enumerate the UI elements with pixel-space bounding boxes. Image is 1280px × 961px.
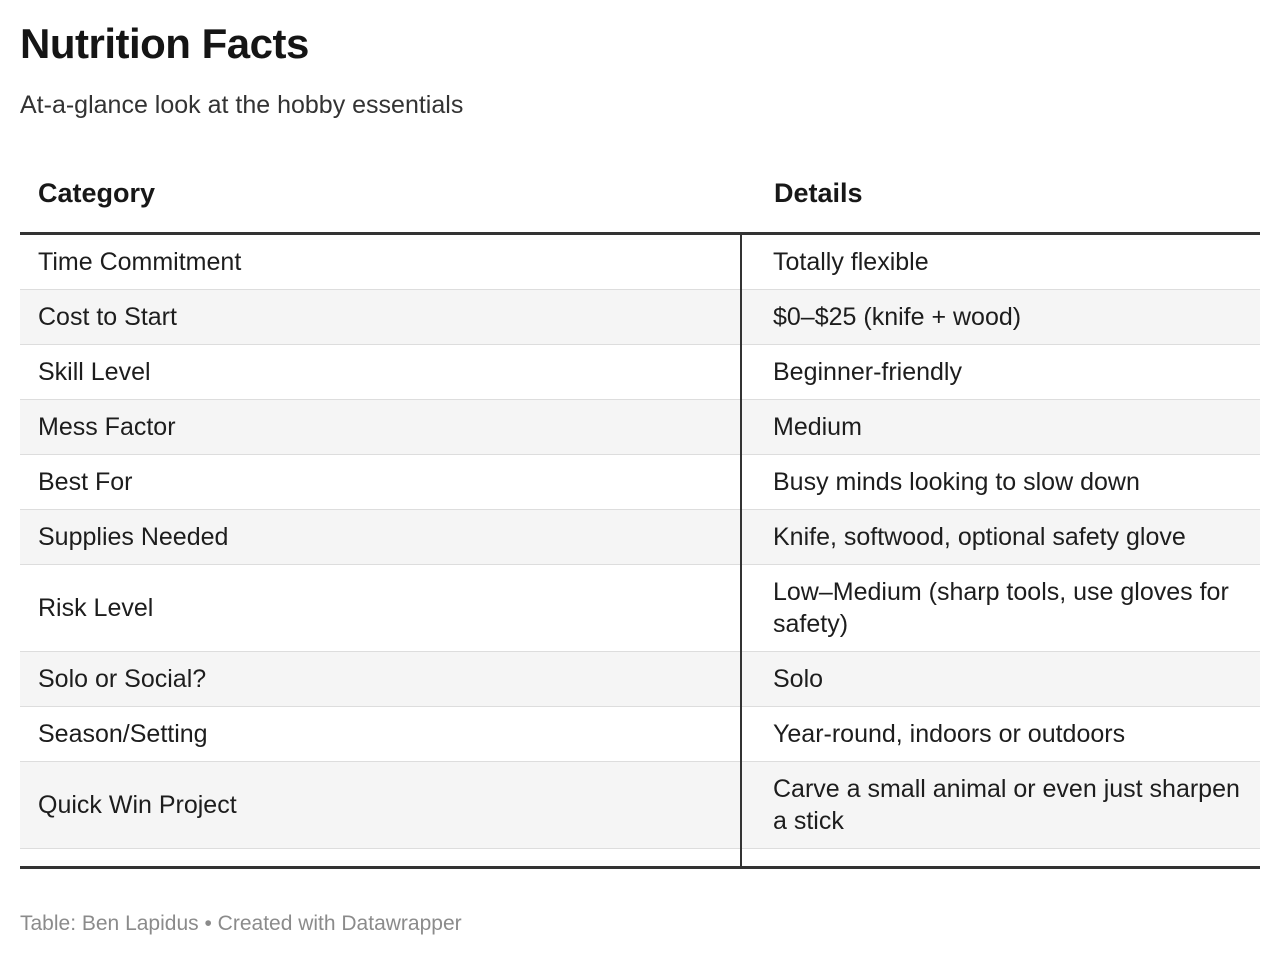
facts-table: Category Details Time Commitment Totally… bbox=[20, 121, 1260, 869]
details-cell: Totally flexible bbox=[740, 233, 1260, 290]
table-header: Category Details bbox=[20, 121, 1260, 235]
category-cell: Cost to Start bbox=[20, 289, 741, 345]
category-cell: Mess Factor bbox=[20, 399, 741, 455]
attribution-separator: • bbox=[198, 912, 218, 935]
table-row: Skill Level Beginner-friendly bbox=[20, 344, 1260, 400]
category-cell: Supplies Needed bbox=[20, 509, 741, 565]
table-footer-spacer bbox=[20, 848, 1260, 868]
category-cell: Season/Setting bbox=[20, 706, 741, 762]
category-cell: Time Commitment bbox=[38, 248, 242, 276]
details-cell: $0–$25 (knife + wood) bbox=[740, 289, 1260, 345]
table-row: Cost to Start $0–$25 (knife + wood) bbox=[20, 289, 1260, 345]
category-cell: Skill Level bbox=[20, 344, 741, 400]
category-cell: Solo or Social? bbox=[20, 651, 741, 707]
table-row: Time Commitment Totally flexible bbox=[20, 233, 1260, 290]
table-row: Best For Busy minds looking to slow down bbox=[20, 454, 1260, 510]
category-cell: Quick Win Project bbox=[20, 761, 741, 849]
column-header-category: Category bbox=[20, 121, 741, 235]
details-cell: Year-round, indoors or outdoors bbox=[740, 706, 1260, 762]
details-cell: Medium bbox=[740, 399, 1260, 455]
details-cell: Busy minds looking to slow down bbox=[740, 454, 1260, 510]
table-row: Risk Level Low–Medium (sharp tools, use … bbox=[20, 564, 1260, 652]
table-body: Time Commitment Totally flexible Cost to… bbox=[20, 233, 1260, 849]
page-subtitle: At-a-glance look at the hobby essentials bbox=[20, 91, 464, 119]
details-cell: Knife, softwood, optional safety glove bbox=[740, 509, 1260, 565]
table-row: Mess Factor Medium bbox=[20, 399, 1260, 455]
attribution-footer: Table: Ben Lapidus • Created with Datawr… bbox=[20, 911, 1260, 961]
spacer-cell bbox=[740, 848, 1260, 868]
table-row: Solo or Social? Solo bbox=[20, 651, 1260, 707]
table-row: Quick Win Project Carve a small animal o… bbox=[20, 761, 1260, 849]
category-cell: Best For bbox=[20, 454, 741, 510]
spacer-cell bbox=[20, 848, 741, 868]
attribution-text: Table: Ben Lapidus bbox=[20, 912, 199, 935]
category-cell: Risk Level bbox=[20, 564, 741, 652]
page-title: Nutrition Facts bbox=[20, 20, 309, 67]
details-cell: Solo bbox=[740, 651, 1260, 707]
datawrapper-credit-link[interactable]: Created with Datawrapper bbox=[217, 912, 462, 935]
spacer-row bbox=[20, 848, 1260, 868]
column-header-details: Details bbox=[741, 121, 1260, 235]
table-row: Supplies Needed Knife, softwood, optiona… bbox=[20, 509, 1260, 565]
table-row: Season/Setting Year-round, indoors or ou… bbox=[20, 706, 1260, 762]
details-cell: Low–Medium (sharp tools, use gloves for … bbox=[740, 564, 1260, 652]
details-cell: Beginner-friendly bbox=[740, 344, 1260, 400]
details-cell: Carve a small animal or even just sharpe… bbox=[740, 761, 1260, 849]
